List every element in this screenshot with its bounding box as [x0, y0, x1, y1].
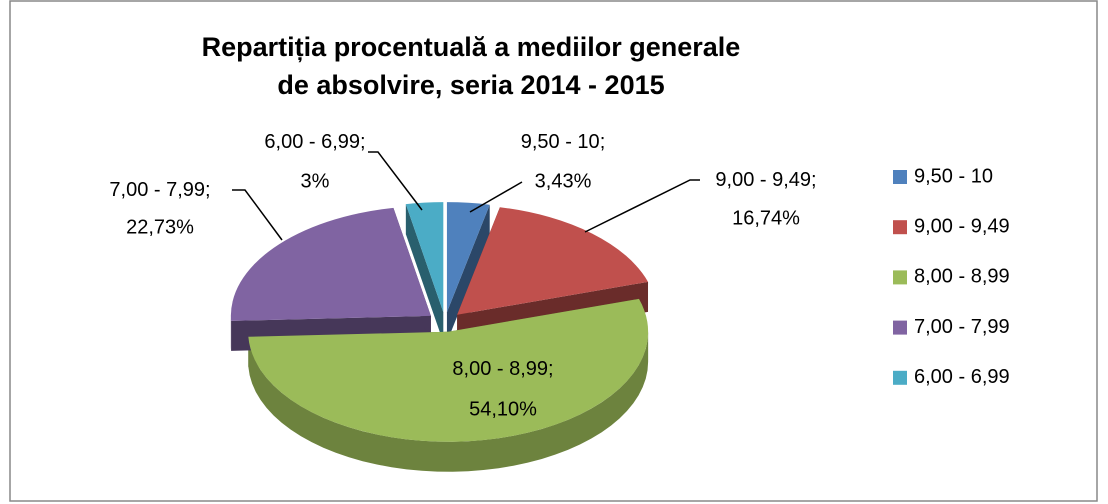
- legend-swatch: [893, 320, 907, 335]
- data-label-category: 9,00 - 9,49: [715, 169, 811, 191]
- data-label-category: 8,00 - 8,99: [452, 358, 548, 380]
- leader-line: [469, 181, 523, 213]
- data-label-value: 54,10%: [469, 398, 537, 420]
- data-label-separator: ;: [360, 131, 366, 153]
- legend-label: 8,00 - 8,99: [914, 266, 1010, 288]
- data-label: 8,00 - 8,99;: [452, 358, 553, 380]
- data-label-category: 9,50 - 10: [521, 131, 600, 153]
- data-label-separator: ;: [205, 179, 211, 201]
- data-label: 9,00 - 9,49;: [715, 169, 816, 191]
- data-label-category: 6,00 - 6,99: [264, 131, 360, 153]
- data-label-value: 3%: [301, 170, 330, 192]
- leader-line: [368, 151, 423, 211]
- legend-swatch: [893, 270, 907, 285]
- slice: [405, 202, 444, 313]
- data-label-separator: ;: [600, 131, 606, 153]
- data-label: 6,00 - 6,99;: [264, 131, 365, 153]
- legend-swatch: [893, 220, 907, 235]
- slice-cut-face: [446, 204, 490, 343]
- data-label: 7,00 - 7,99;: [109, 179, 210, 201]
- slice: [248, 298, 649, 442]
- legend-label: 6,00 - 6,99: [914, 366, 1010, 388]
- data-label-separator: ;: [548, 358, 554, 380]
- data-label: 9,50 - 10;: [521, 131, 606, 153]
- slice-outer-wall: [248, 331, 649, 472]
- legend-label: 9,00 - 9,49: [914, 215, 1010, 237]
- slice: [230, 207, 431, 321]
- leader-line: [232, 189, 283, 241]
- legend-swatch: [893, 170, 907, 184]
- slice: [446, 202, 490, 313]
- chart-title: Repartiția procentuală a mediilor genera…: [201, 32, 741, 100]
- legend-label: 7,00 - 7,99: [914, 316, 1010, 338]
- data-label-value: 3,43%: [535, 170, 592, 192]
- slice: [457, 207, 649, 315]
- data-label-value: 16,74%: [732, 207, 800, 229]
- slice-cut-face: [405, 204, 444, 343]
- legend-label: 9,50 - 10: [914, 165, 993, 187]
- legend-swatch: [893, 370, 907, 385]
- leader-line: [584, 179, 700, 233]
- data-label-category: 7,00 - 7,99: [109, 179, 205, 201]
- data-label-value: 22,73%: [126, 216, 194, 238]
- data-label-separator: ;: [811, 169, 817, 191]
